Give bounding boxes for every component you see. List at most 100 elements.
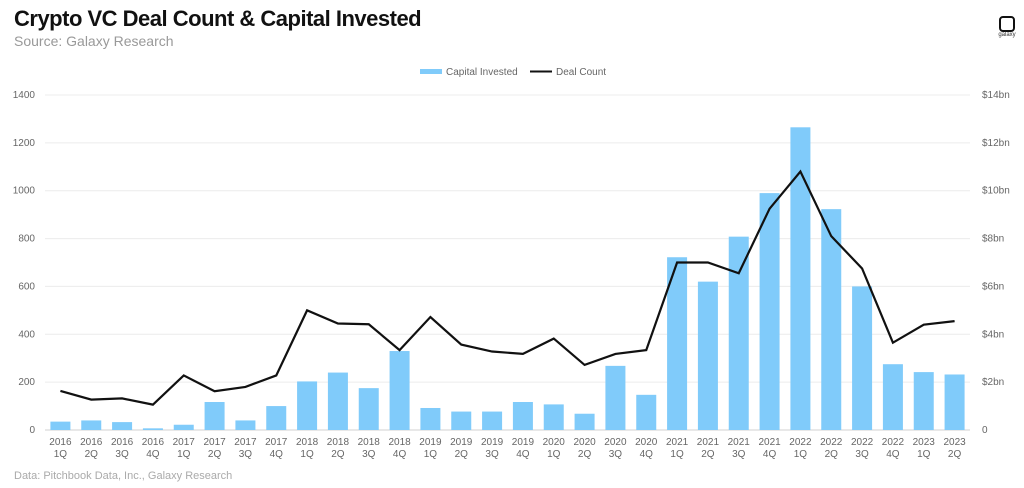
x-tick-quarter: 2Q — [85, 449, 99, 460]
bar-capital-invested — [790, 127, 811, 430]
x-tick-year: 2017 — [173, 437, 196, 448]
left-tick-label: 400 — [18, 329, 35, 340]
right-tick-label: $8bn — [982, 234, 1004, 245]
x-tick-year: 2020 — [604, 437, 627, 448]
x-tick-year: 2016 — [49, 437, 72, 448]
x-tick-year: 2020 — [543, 437, 566, 448]
bar-capital-invested — [235, 420, 256, 430]
x-tick-year: 2021 — [666, 437, 689, 448]
bar-capital-invested — [173, 424, 194, 430]
bar-capital-invested — [512, 402, 533, 430]
bar-capital-invested — [327, 372, 348, 430]
x-tick-year: 2019 — [512, 437, 535, 448]
x-tick-quarter: 2Q — [331, 449, 345, 460]
x-tick-year: 2017 — [203, 437, 226, 448]
x-tick-year: 2018 — [296, 437, 319, 448]
legend-label-deal-count: Deal Count — [556, 67, 606, 78]
x-tick-year: 2016 — [80, 437, 103, 448]
x-tick-year: 2022 — [820, 437, 843, 448]
bar-capital-invested — [852, 286, 873, 430]
x-tick-quarter: 4Q — [640, 449, 654, 460]
x-tick-quarter: 1Q — [424, 449, 438, 460]
bar-capital-invested — [882, 364, 903, 430]
galaxy-logo: galaxy — [996, 16, 1018, 38]
bar-capital-invested — [420, 407, 441, 430]
bar-capital-invested — [112, 422, 133, 430]
bar-capital-invested — [389, 351, 410, 430]
left-tick-label: 800 — [18, 234, 35, 245]
x-tick-year: 2019 — [481, 437, 504, 448]
legend-swatch-capital — [420, 69, 442, 74]
bar-capital-invested — [451, 411, 472, 430]
x-tick-year: 2020 — [635, 437, 658, 448]
bar-capital-invested — [605, 365, 626, 430]
bar-capital-invested — [482, 411, 503, 430]
x-tick-year: 2020 — [573, 437, 596, 448]
left-tick-label: 200 — [18, 377, 35, 388]
bar-capital-invested — [81, 420, 102, 430]
right-tick-label: $10bn — [982, 186, 1010, 197]
x-tick-year: 2017 — [265, 437, 288, 448]
x-tick-quarter: 2Q — [701, 449, 715, 460]
x-tick-year: 2018 — [388, 437, 411, 448]
x-tick-quarter: 1Q — [917, 449, 931, 460]
x-tick-quarter: 1Q — [177, 449, 191, 460]
x-tick-year: 2016 — [142, 437, 165, 448]
x-tick-quarter: 3Q — [485, 449, 499, 460]
x-tick-year: 2022 — [851, 437, 874, 448]
left-tick-label: 1400 — [13, 90, 36, 101]
left-tick-label: 600 — [18, 281, 35, 292]
x-tick-year: 2022 — [882, 437, 905, 448]
x-tick-year: 2022 — [789, 437, 812, 448]
bar-capital-invested — [574, 413, 595, 430]
line-deal-count — [60, 169, 955, 406]
x-tick-quarter: 1Q — [547, 449, 561, 460]
right-tick-label: $2bn — [982, 377, 1004, 388]
x-tick-quarter: 3Q — [362, 449, 376, 460]
x-tick-quarter: 2Q — [948, 449, 962, 460]
footnote: Data: Pitchbook Data, Inc., Galaxy Resea… — [14, 470, 233, 482]
x-tick-year: 2018 — [358, 437, 381, 448]
x-tick-quarter: 1Q — [670, 449, 684, 460]
right-tick-label: $12bn — [982, 138, 1010, 149]
x-tick-quarter: 3Q — [239, 449, 253, 460]
x-tick-quarter: 4Q — [763, 449, 777, 460]
x-tick-year: 2019 — [450, 437, 473, 448]
x-tick-year: 2021 — [728, 437, 751, 448]
x-tick-year: 2021 — [758, 437, 781, 448]
bar-capital-invested — [697, 281, 718, 430]
bar-capital-invested — [759, 193, 780, 430]
bar-capital-invested — [944, 374, 965, 430]
x-tick-quarter: 3Q — [855, 449, 869, 460]
right-tick-label: $6bn — [982, 281, 1004, 292]
legend-label-capital: Capital Invested — [446, 67, 518, 78]
x-tick-quarter: 3Q — [609, 449, 623, 460]
x-tick-year: 2023 — [913, 437, 936, 448]
x-tick-year: 2019 — [419, 437, 442, 448]
left-tick-label: 1200 — [13, 138, 36, 149]
x-tick-quarter: 3Q — [115, 449, 129, 460]
bar-capital-invested — [667, 257, 688, 430]
x-tick-quarter: 4Q — [516, 449, 530, 460]
chart-subtitle: Source: Galaxy Research — [14, 33, 174, 49]
left-tick-label: 1000 — [13, 186, 36, 197]
x-tick-quarter: 1Q — [794, 449, 808, 460]
bar-capital-invested — [204, 402, 225, 430]
x-tick-year: 2017 — [234, 437, 257, 448]
bar-capital-invested — [636, 394, 657, 430]
bar-capital-invested — [728, 236, 749, 430]
x-tick-year: 2023 — [943, 437, 966, 448]
x-tick-quarter: 3Q — [732, 449, 746, 460]
bar-capital-invested — [358, 388, 379, 430]
right-tick-label: 0 — [982, 425, 988, 436]
bar-capital-invested — [543, 404, 564, 430]
right-tick-label: $14bn — [982, 90, 1010, 101]
x-tick-year: 2018 — [327, 437, 350, 448]
right-tick-label: $4bn — [982, 329, 1004, 340]
bar-capital-invested — [50, 421, 71, 430]
x-tick-year: 2016 — [111, 437, 134, 448]
chart-title: Crypto VC Deal Count & Capital Invested — [14, 6, 422, 31]
x-tick-quarter: 4Q — [886, 449, 900, 460]
x-tick-quarter: 2Q — [578, 449, 592, 460]
